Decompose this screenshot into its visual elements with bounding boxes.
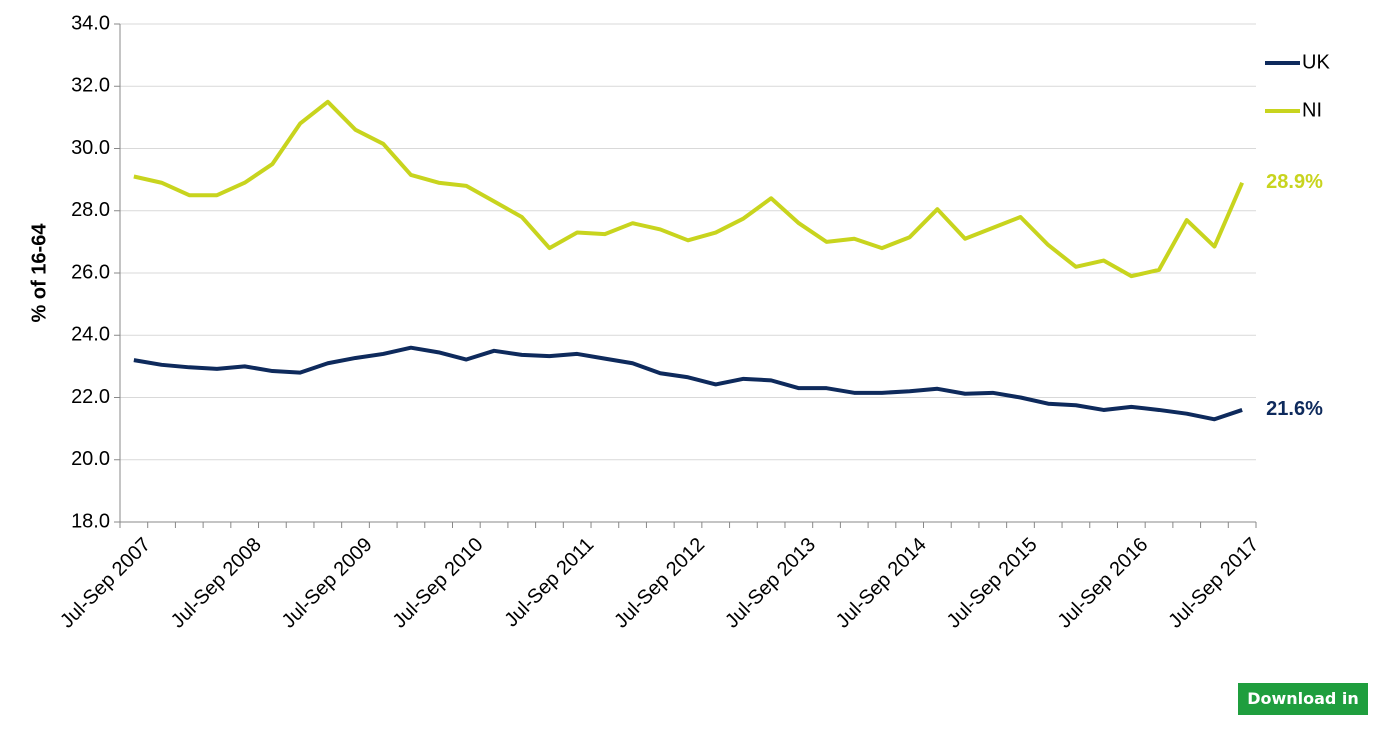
y-tick-label: 24.0	[71, 324, 110, 346]
x-tick-label: Jul-Sep 2014	[832, 534, 931, 633]
x-tick-label: Jul-Sep 2007	[56, 534, 155, 633]
y-axis-label: % of 16-64	[28, 223, 50, 323]
x-tick-label: Jul-Sep 2011	[500, 534, 598, 632]
y-tick-label: 26.0	[71, 261, 110, 283]
page: {"chart_data": {"type": "line", "y_label…	[28, 12, 1368, 740]
x-tick-label: Jul-Sep 2016	[1054, 534, 1153, 633]
y-tick-label: 30.0	[71, 137, 110, 159]
series-line	[133, 345, 1243, 422]
x-tick-label: Jul-Sep 2013	[721, 534, 820, 633]
y-tick-label: 22.0	[71, 386, 110, 408]
data-label: 21.6%	[1266, 398, 1323, 420]
series-line	[133, 99, 1244, 279]
x-tick-label: Jul-Sep 2015	[943, 534, 1042, 633]
y-tick-label: 32.0	[71, 75, 110, 97]
legend-label: UK	[1302, 51, 1330, 73]
download-button[interactable]: Download in excel	[1238, 683, 1368, 740]
y-tick-label: 34.0	[71, 12, 110, 34]
x-tick-label: Jul-Sep 2017	[1164, 534, 1263, 633]
x-tick-label: Jul-Sep 2010	[389, 534, 488, 633]
y-tick-label: 28.0	[71, 199, 110, 221]
y-tick-label: 20.0	[71, 448, 110, 470]
data-label: 28.9%	[1266, 171, 1323, 193]
x-tick-label: Jul-Sep 2008	[167, 534, 266, 633]
x-tick-label: Jul-Sep 2012	[610, 534, 709, 633]
x-tick-label: Jul-Sep 2009	[278, 534, 377, 633]
y-tick-label: 18.0	[71, 510, 110, 532]
legend-label: NI	[1302, 99, 1322, 121]
chart: % of 16-64 18.0 20.0 22.0 24.0 26.0 28.0 30.0 3…	[28, 12, 1330, 633]
